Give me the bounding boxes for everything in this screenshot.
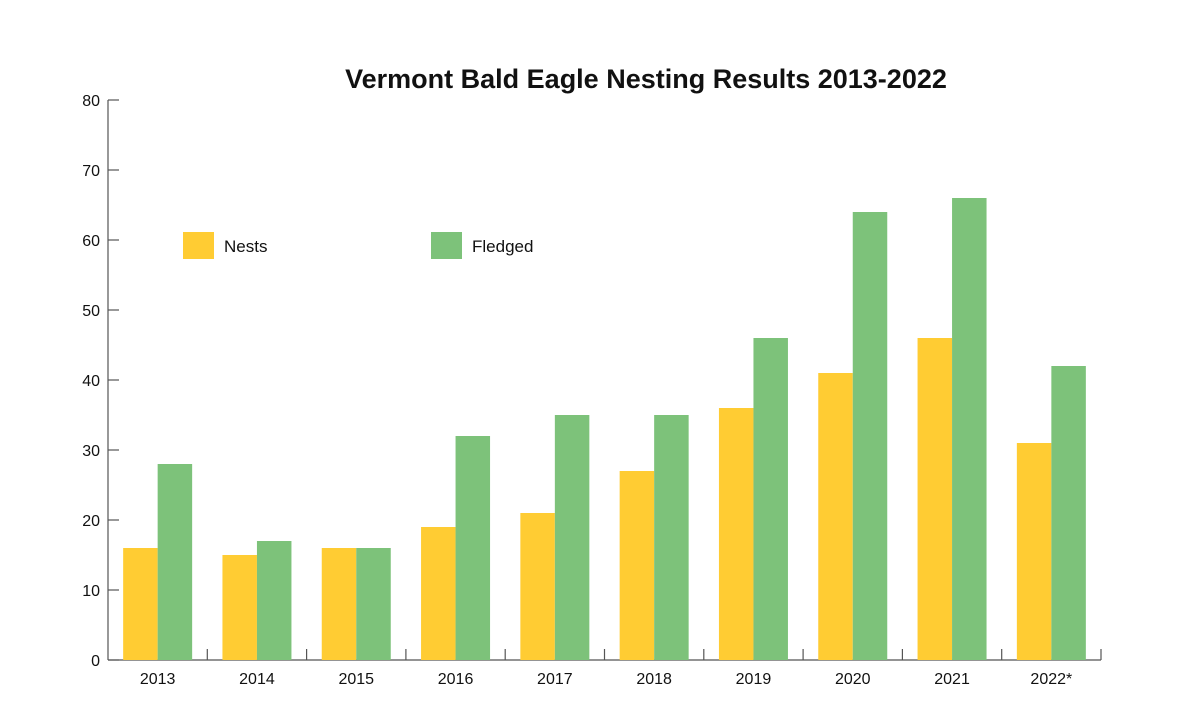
chart-title: Vermont Bald Eagle Nesting Results 2013-…: [345, 64, 947, 94]
bar-nests-2015: [321, 548, 357, 660]
y-tick-label: 60: [82, 233, 100, 250]
bar-nests-2014: [222, 555, 257, 660]
bar-nests-2022: [1016, 443, 1052, 660]
y-tick-label: 70: [82, 163, 100, 180]
x-tick-label: 2017: [537, 671, 573, 688]
bar-nests-2018: [619, 471, 655, 660]
y-tick-label: 10: [82, 583, 100, 600]
x-tick-label: 2013: [140, 671, 176, 688]
bar-nests-2021: [917, 338, 953, 660]
legend-label-fledged: Fledged: [472, 237, 533, 256]
bar-fledged-2021: [952, 198, 987, 660]
y-axis-ticks: 0 10 20 30 40 50 60 70 80: [82, 93, 119, 670]
y-tick-label: 20: [82, 513, 100, 530]
y-tick-label: 0: [91, 653, 100, 670]
bar-fledged-2014: [256, 541, 292, 660]
bar-nests-2020: [818, 373, 853, 660]
x-tick-label: 2022*: [1030, 671, 1072, 688]
legend-label-nests: Nests: [224, 237, 267, 256]
bar-fledged-2017: [554, 415, 590, 660]
bar-fledged-2022: [1051, 366, 1086, 660]
x-tick-label: 2014: [239, 671, 275, 688]
bar-nests-2017: [520, 513, 555, 660]
bar-fledged-2016: [455, 436, 491, 660]
bar-nests-2016: [421, 527, 456, 660]
legend: Nests Fledged: [183, 232, 533, 259]
bar-nests-2019: [718, 408, 754, 660]
x-tick-label: 2018: [636, 671, 672, 688]
bar-fledged-2020: [852, 212, 888, 660]
bar-fledged-2015: [356, 548, 391, 660]
x-tick-label: 2019: [736, 671, 772, 688]
y-tick-label: 50: [82, 303, 100, 320]
legend-swatch-fledged: [431, 232, 462, 259]
bar-nests-2013: [123, 548, 158, 660]
bars: [123, 198, 1086, 660]
x-tick-label: 2016: [438, 671, 474, 688]
x-tick-label: 2021: [934, 671, 970, 688]
y-tick-label: 80: [82, 93, 100, 110]
x-tick-label: 2015: [338, 671, 374, 688]
y-tick-label: 40: [82, 373, 100, 390]
bar-fledged-2013: [157, 464, 193, 660]
bar-fledged-2018: [654, 415, 689, 660]
y-tick-label: 30: [82, 443, 100, 460]
x-axis-ticks: 2013 2014 2015 2016 2017 2018 2019 2020 2021 2022…: [140, 649, 1102, 688]
legend-swatch-nests: [183, 232, 214, 259]
x-tick-label: 2020: [835, 671, 871, 688]
bar-fledged-2019: [753, 338, 788, 660]
